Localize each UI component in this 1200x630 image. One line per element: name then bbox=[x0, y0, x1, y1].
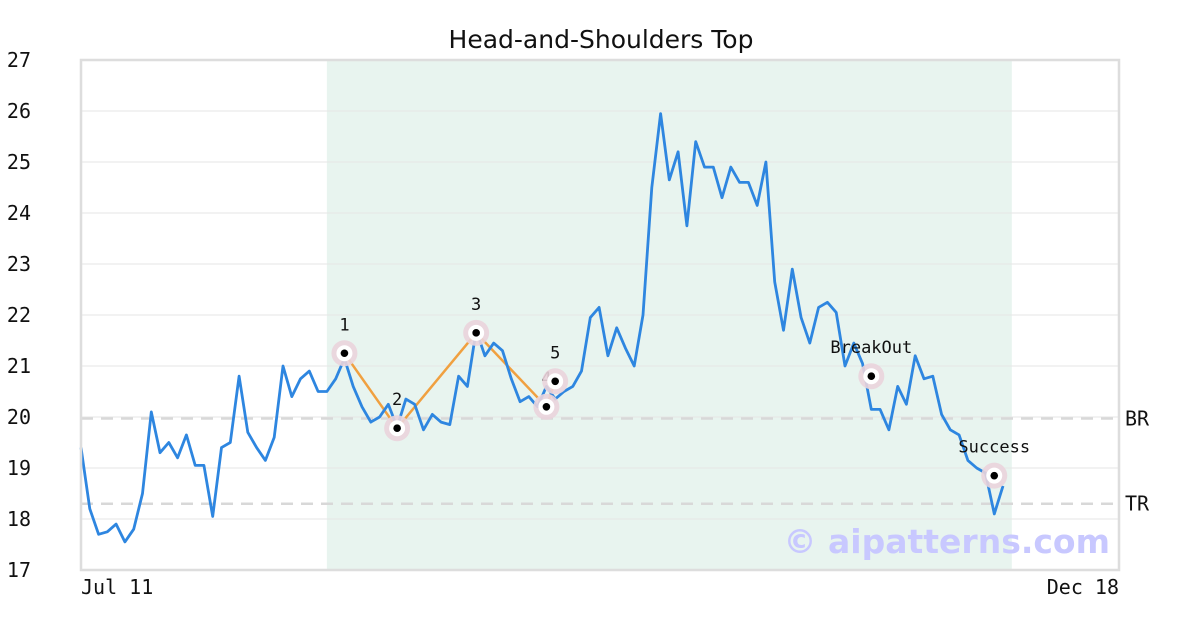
y-tick-label: 27 bbox=[7, 48, 31, 72]
chart-title: Head-and-Shoulders Top bbox=[449, 25, 754, 54]
marker-label: 2 bbox=[392, 390, 402, 410]
x-tick-label: Jul 11 bbox=[81, 575, 153, 599]
marker-dot bbox=[551, 377, 559, 386]
pattern-markers: 12345BreakOutSuccess bbox=[331, 295, 1030, 489]
marker-dot bbox=[867, 372, 876, 381]
marker-dot bbox=[393, 424, 401, 433]
plot-frame bbox=[79, 58, 1121, 572]
watermark: © aipatterns.com bbox=[784, 522, 1110, 561]
marker-dot bbox=[340, 349, 349, 358]
x-tick-label: Dec 18 bbox=[1047, 575, 1119, 599]
y-tick-label: 19 bbox=[7, 456, 31, 480]
marker-label: 5 bbox=[550, 343, 560, 363]
marker-label: BreakOut bbox=[830, 338, 912, 358]
level-label: BR bbox=[1125, 407, 1150, 431]
marker-label: 1 bbox=[339, 315, 349, 335]
marker-dot bbox=[472, 329, 480, 337]
level-label: TR bbox=[1125, 492, 1150, 516]
y-tick-label: 25 bbox=[7, 150, 31, 174]
x-axis: Jul 11 Dec 18 bbox=[81, 575, 1119, 599]
y-tick-label: 17 bbox=[7, 558, 31, 582]
y-tick-label: 22 bbox=[7, 303, 31, 327]
marker-label: Success bbox=[958, 438, 1030, 458]
y-tick-label: 23 bbox=[7, 252, 31, 276]
level-lines: BR TR bbox=[81, 407, 1150, 516]
y-axis: 17 18 19 20 21 22 23 24 25 26 27 bbox=[7, 48, 31, 582]
y-tick-label: 21 bbox=[7, 354, 31, 378]
y-tick-label: 18 bbox=[7, 507, 31, 531]
y-tick-label: 26 bbox=[7, 99, 31, 123]
marker-dot bbox=[542, 403, 551, 411]
marker-dot bbox=[990, 471, 999, 480]
marker-label: 3 bbox=[471, 295, 481, 315]
y-tick-label: 24 bbox=[7, 201, 31, 225]
y-tick-label: 20 bbox=[7, 405, 31, 429]
